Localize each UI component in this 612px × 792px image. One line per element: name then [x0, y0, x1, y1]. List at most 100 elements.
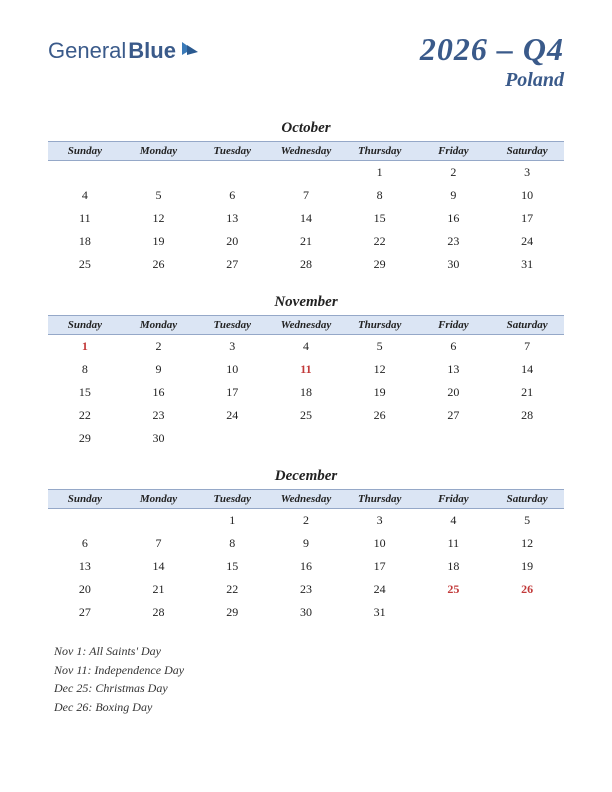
- calendar-cell: 15: [48, 381, 122, 404]
- calendar-row: 22232425262728: [48, 404, 564, 427]
- calendar-cell: 9: [417, 184, 491, 207]
- day-header: Friday: [417, 316, 491, 335]
- calendar-cell: 25: [269, 404, 343, 427]
- calendar-cell: 21: [122, 578, 196, 601]
- calendar-cell: 6: [417, 335, 491, 359]
- calendar-cell: 3: [490, 161, 564, 185]
- logo-text-2: Blue: [128, 38, 176, 64]
- logo-text-1: General: [48, 38, 126, 64]
- calendar-cell: 23: [122, 404, 196, 427]
- calendar-row: 2930: [48, 427, 564, 450]
- calendar-cell: 19: [490, 555, 564, 578]
- logo-icon: [180, 38, 200, 64]
- calendar-cell: 26: [122, 253, 196, 276]
- calendar-cell: 21: [269, 230, 343, 253]
- calendar-table: SundayMondayTuesdayWednesdayThursdayFrid…: [48, 315, 564, 450]
- calendar-cell: 4: [48, 184, 122, 207]
- calendar-cell: 8: [48, 358, 122, 381]
- calendar-cell: 7: [122, 532, 196, 555]
- holiday-entry: Nov 1: All Saints' Day: [54, 642, 564, 661]
- calendar-cell: 29: [195, 601, 269, 624]
- calendar-cell: 27: [195, 253, 269, 276]
- calendar-cell: 24: [343, 578, 417, 601]
- day-header: Tuesday: [195, 490, 269, 509]
- calendar-cell: 27: [417, 404, 491, 427]
- calendar-cell: 15: [343, 207, 417, 230]
- calendar-cell: 29: [343, 253, 417, 276]
- calendar-cell: 21: [490, 381, 564, 404]
- title-block: 2026 – Q4 Poland: [420, 32, 564, 92]
- day-header: Friday: [417, 490, 491, 509]
- month-block: December SundayMondayTuesdayWednesdayThur…: [48, 468, 564, 624]
- calendar-cell: 16: [122, 381, 196, 404]
- day-header: Monday: [122, 142, 196, 161]
- month-name: October: [48, 120, 564, 137]
- day-header: Thursday: [343, 316, 417, 335]
- calendar-cell: 5: [122, 184, 196, 207]
- holiday-entry: Nov 11: Independence Day: [54, 661, 564, 680]
- calendar-cell: 5: [490, 509, 564, 533]
- calendar-cell: 26: [490, 578, 564, 601]
- calendar-cell: 27: [48, 601, 122, 624]
- calendar-cell: 7: [269, 184, 343, 207]
- calendar-cell: 19: [122, 230, 196, 253]
- calendar-cell: 22: [343, 230, 417, 253]
- calendar-row: 18192021222324: [48, 230, 564, 253]
- calendar-cell: [48, 509, 122, 533]
- calendar-cell: 25: [48, 253, 122, 276]
- day-header: Sunday: [48, 142, 122, 161]
- calendar-cell: 4: [269, 335, 343, 359]
- calendar-cell: 1: [343, 161, 417, 185]
- calendar-cell: 6: [195, 184, 269, 207]
- month-block: October SundayMondayTuesdayWednesdayThurs…: [48, 120, 564, 276]
- calendar-cell: 28: [269, 253, 343, 276]
- calendar-row: 6789101112: [48, 532, 564, 555]
- calendar-cell: 6: [48, 532, 122, 555]
- day-header: Monday: [122, 316, 196, 335]
- calendar-cell: 2: [122, 335, 196, 359]
- calendar-cell: 9: [269, 532, 343, 555]
- calendar-cell: 23: [417, 230, 491, 253]
- calendar-cell: [48, 161, 122, 185]
- calendar-row: 11121314151617: [48, 207, 564, 230]
- calendar-cell: 24: [195, 404, 269, 427]
- month-name: December: [48, 468, 564, 485]
- calendar-table: SundayMondayTuesdayWednesdayThursdayFrid…: [48, 141, 564, 276]
- day-header: Saturday: [490, 142, 564, 161]
- calendar-cell: [269, 427, 343, 450]
- calendar-cell: 3: [195, 335, 269, 359]
- calendar-cell: 26: [343, 404, 417, 427]
- calendar-cell: 1: [195, 509, 269, 533]
- calendar-cell: 22: [195, 578, 269, 601]
- calendar-cell: 29: [48, 427, 122, 450]
- calendar-cell: 14: [269, 207, 343, 230]
- calendar-cell: [195, 427, 269, 450]
- holiday-entry: Dec 26: Boxing Day: [54, 698, 564, 717]
- month-name: November: [48, 294, 564, 311]
- calendar-cell: 8: [195, 532, 269, 555]
- day-header: Sunday: [48, 490, 122, 509]
- calendar-cell: 9: [122, 358, 196, 381]
- calendar-cell: 24: [490, 230, 564, 253]
- calendar-cell: 5: [343, 335, 417, 359]
- calendar-cell: 2: [417, 161, 491, 185]
- calendar-cell: 3: [343, 509, 417, 533]
- calendar-cell: 17: [195, 381, 269, 404]
- calendar-cell: 22: [48, 404, 122, 427]
- calendar-table: SundayMondayTuesdayWednesdayThursdayFrid…: [48, 489, 564, 624]
- calendar-cell: 23: [269, 578, 343, 601]
- holiday-entry: Dec 25: Christmas Day: [54, 679, 564, 698]
- month-block: November SundayMondayTuesdayWednesdayThur…: [48, 294, 564, 450]
- day-header: Sunday: [48, 316, 122, 335]
- day-header: Wednesday: [269, 316, 343, 335]
- calendar-row: 12345: [48, 509, 564, 533]
- calendar-cell: 18: [269, 381, 343, 404]
- calendar-cell: 1: [48, 335, 122, 359]
- day-header: Wednesday: [269, 490, 343, 509]
- calendar-cell: 20: [48, 578, 122, 601]
- calendar-cell: 17: [343, 555, 417, 578]
- calendar-cell: [417, 601, 491, 624]
- months-container: OctoberSundayMondayTuesdayWednesdayThurs…: [48, 120, 564, 624]
- calendar-cell: 11: [48, 207, 122, 230]
- calendar-cell: 4: [417, 509, 491, 533]
